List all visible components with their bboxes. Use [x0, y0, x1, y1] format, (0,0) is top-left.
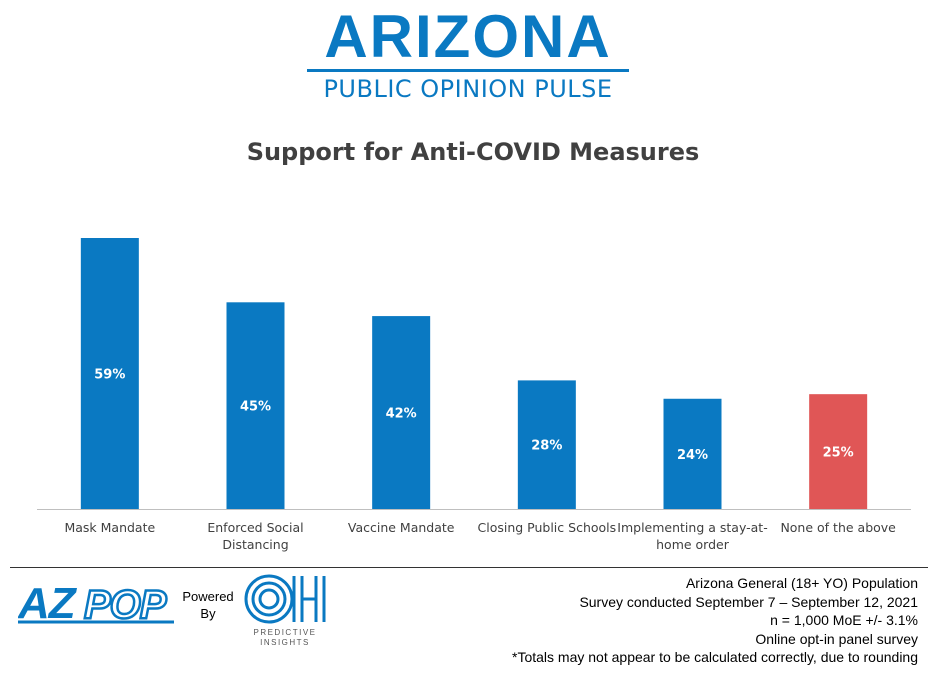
bar-1 [226, 302, 285, 509]
note-line: n = 1,000 MoE +/- 3.1% [770, 612, 918, 628]
bar-2 [372, 316, 431, 509]
note-line: *Totals may not appear to be calculated … [512, 649, 918, 665]
bar-0 [80, 238, 139, 509]
svg-text:POP: POP [84, 583, 167, 624]
category-label-3: Closing Public Schools [478, 520, 617, 535]
svg-text:AZ: AZ [18, 579, 78, 624]
data-label-4: 24% [677, 448, 708, 463]
survey-notes: Arizona General (18+ YO) Population Surv… [512, 574, 918, 667]
oh-logo [244, 574, 326, 624]
brand-header: ARIZONA PUBLIC OPINION PULSE [0, 6, 936, 103]
category-label-1: Distancing [222, 537, 288, 552]
data-label-0: 59% [94, 368, 125, 383]
note-line: Survey conducted September 7 – September… [579, 593, 918, 610]
category-label-0: Mask Mandate [64, 520, 155, 535]
category-label-1: Enforced Social [207, 520, 303, 535]
brand-name: ARIZONA [324, 3, 612, 70]
category-label-5: None of the above [780, 520, 896, 535]
data-label-5: 25% [823, 446, 854, 461]
bar-3 [517, 380, 576, 509]
brand-rule [307, 69, 629, 72]
footer-divider [10, 567, 928, 568]
powered-by-text: Powered By [180, 588, 236, 622]
category-label-2: Vaccine Mandate [348, 520, 455, 535]
powered-by-line-2: By [200, 606, 216, 621]
oh-logo-subtext: PREDICTIVE INSIGHTS [253, 628, 317, 647]
category-label-4: Implementing a stay-at- [617, 520, 767, 535]
bar-4 [663, 398, 722, 509]
note-line: Arizona General (18+ YO) Population [685, 575, 918, 591]
category-label-4: home order [656, 537, 730, 552]
data-label-2: 42% [386, 407, 417, 422]
note-line: Online opt-in panel survey [755, 630, 918, 647]
bar-chart: 59% Mask Mandate 45% Enforced Social Distanc… [37, 238, 911, 552]
brand-subtitle: PUBLIC OPINION PULSE [323, 75, 613, 103]
bar-5 [809, 394, 868, 509]
chart-title: Support for Anti-COVID Measures [246, 138, 700, 166]
data-label-3: 28% [531, 439, 562, 454]
azpop-logo: AZ POP [18, 579, 174, 624]
powered-by-line-1: Powered [182, 589, 234, 604]
data-label-1: 45% [240, 400, 271, 415]
